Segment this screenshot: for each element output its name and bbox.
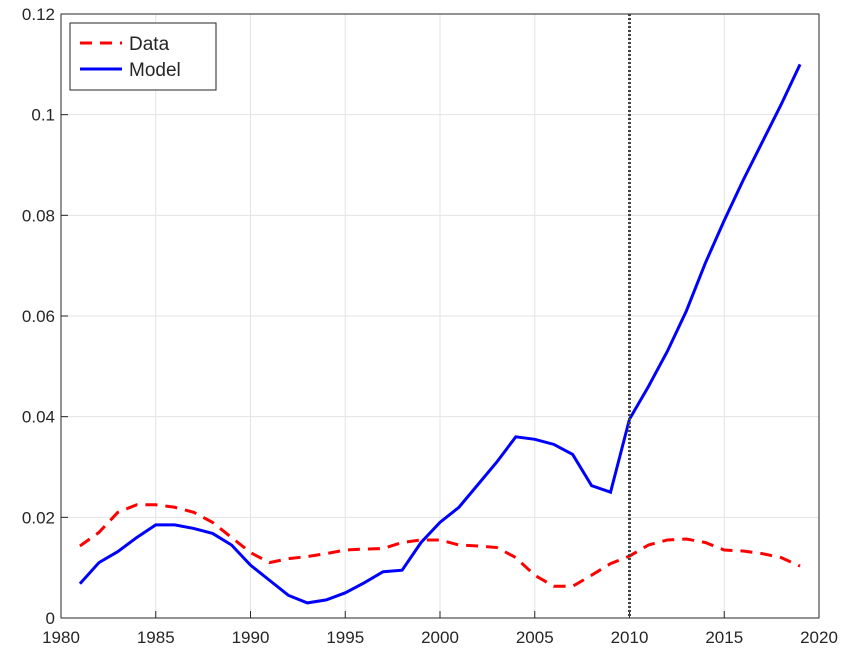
x-tick-label: 1990 [232, 628, 270, 647]
y-tick-label: 0.06 [22, 307, 55, 326]
x-tick-label: 2015 [705, 628, 743, 647]
x-tick-label: 1995 [326, 628, 364, 647]
x-tick-label: 1985 [137, 628, 175, 647]
x-tick-label: 2000 [421, 628, 459, 647]
series-line [78, 63, 802, 605]
x-tick-label: 2005 [516, 628, 554, 647]
y-tick-label: 0.12 [22, 5, 55, 24]
y-tick-label: 0 [46, 609, 55, 628]
y-tick-label: 0.04 [22, 408, 55, 427]
legend-label: Data [129, 34, 170, 55]
legend-label: Model [129, 60, 181, 81]
y-tick-label: 0.02 [22, 508, 55, 527]
x-tick-label: 1980 [42, 628, 80, 647]
x-tick-label: 2010 [611, 628, 649, 647]
legend-box [69, 22, 217, 91]
y-tick-label: 0.08 [22, 206, 55, 225]
plot-frame [60, 13, 820, 619]
x-tick-label: 2020 [800, 628, 838, 647]
y-tick-label: 0.1 [31, 106, 55, 125]
